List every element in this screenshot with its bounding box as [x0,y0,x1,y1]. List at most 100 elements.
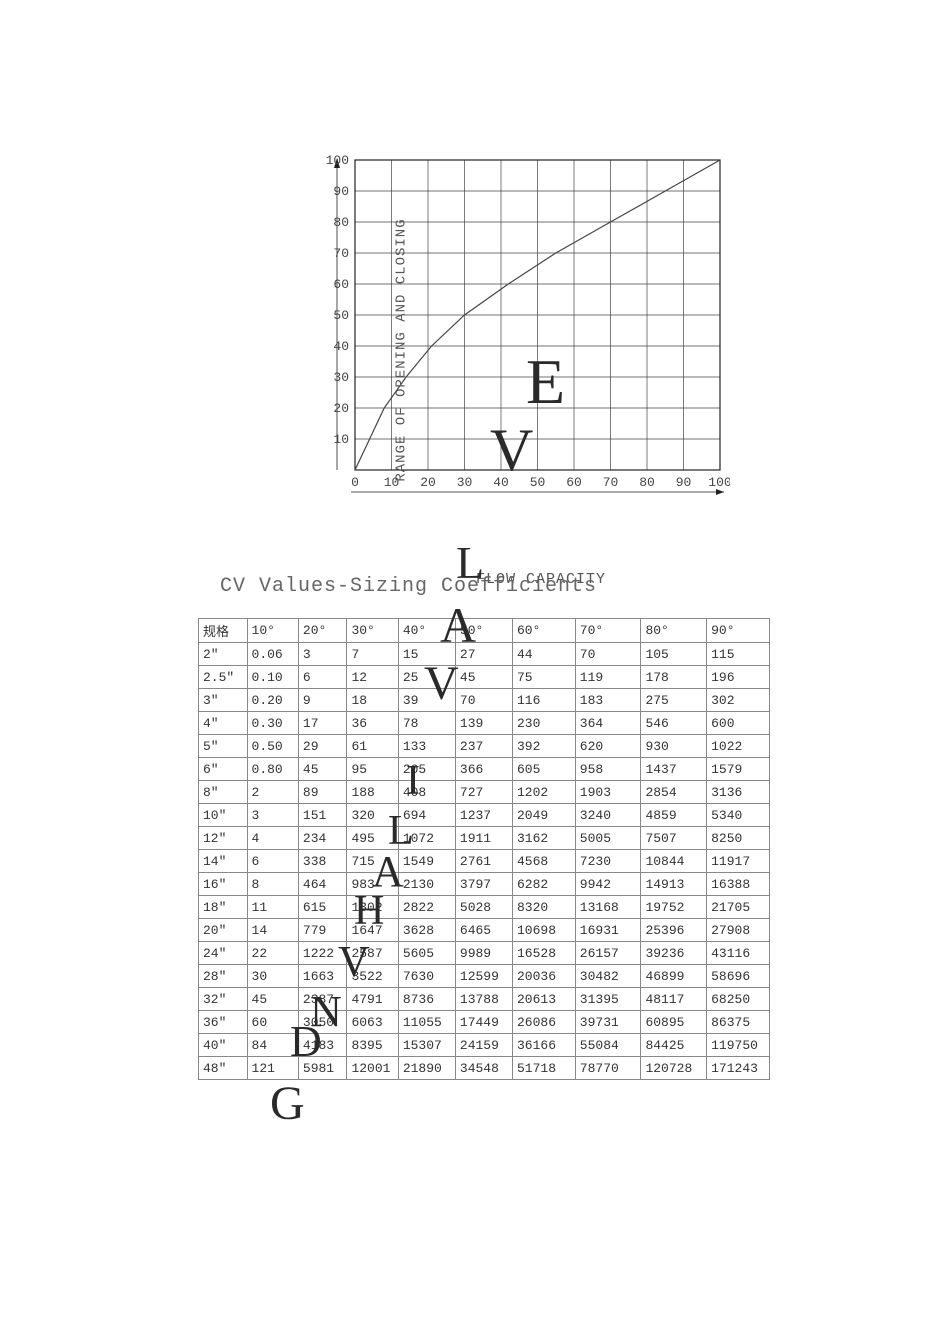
table-cell: 5028 [455,896,512,919]
table-cell: 8736 [398,988,455,1011]
table-cell: 121 [247,1057,298,1080]
table-cell: 408 [398,781,455,804]
table-cell: 105 [641,643,707,666]
table-header-cell: 规格 [199,619,248,643]
table-cell: 0.50 [247,735,298,758]
table-cell: 10698 [513,919,576,942]
table-cell: 338 [298,850,347,873]
table-cell: 78770 [575,1057,641,1080]
table-cell: 116 [513,689,576,712]
table-cell: 24159 [455,1034,512,1057]
table-cell: 55084 [575,1034,641,1057]
table-row: 14″633871515492761456872301084411917 [199,850,770,873]
section-title: CV Values-Sizing Coefficients [220,575,597,598]
table-cell: 25 [398,666,455,689]
svg-text:40: 40 [333,339,349,354]
table-cell: 1911 [455,827,512,850]
table-cell: 1647 [347,919,398,942]
table-cell: 12001 [347,1057,398,1080]
table-cell: 95 [347,758,398,781]
table-cell: 16388 [707,873,770,896]
table-header-cell: 70° [575,619,641,643]
table-row: 20″1477916473628646510698169312539627908 [199,919,770,942]
table-cell: 16931 [575,919,641,942]
table-cell: 4859 [641,804,707,827]
table-cell: 0.06 [247,643,298,666]
table-cell: 6 [298,666,347,689]
svg-text:80: 80 [333,215,349,230]
table-cell: 4183 [298,1034,347,1057]
table-cell: 4791 [347,988,398,1011]
table-cell: 10844 [641,850,707,873]
table-cell: 694 [398,804,455,827]
table-cell: 18 [347,689,398,712]
table-cell: 139 [455,712,512,735]
chart-y-axis-label: RANGE OF OPENING AND CLOSING [394,218,410,481]
svg-text:80: 80 [639,475,655,490]
table-cell: 2049 [513,804,576,827]
table-cell: 2″ [199,643,248,666]
table-cell: 45 [298,758,347,781]
table-cell: 2854 [641,781,707,804]
table-cell: 17449 [455,1011,512,1034]
table-cell: 11 [247,896,298,919]
table-cell: 9 [298,689,347,712]
table-cell: 1549 [398,850,455,873]
svg-text:10: 10 [333,432,349,447]
svg-text:30: 30 [333,370,349,385]
table-cell: 1663 [298,965,347,988]
table-cell: 30 [247,965,298,988]
table-cell: 1237 [455,804,512,827]
table-cell: 495 [347,827,398,850]
table-cell: 12599 [455,965,512,988]
table-cell: 36 [347,712,398,735]
table-row: 40″8441838395153072415936166550848442511… [199,1034,770,1057]
table-cell: 1903 [575,781,641,804]
svg-text:60: 60 [566,475,582,490]
table-cell: 230 [513,712,576,735]
table-cell: 8395 [347,1034,398,1057]
table-cell: 36″ [199,1011,248,1034]
table-cell: 5340 [707,804,770,827]
table-row: 2″0.063715274470105115 [199,643,770,666]
table-cell: 45 [247,988,298,1011]
table-cell: 39 [398,689,455,712]
table-row: 10″315132069412372049324048595340 [199,804,770,827]
table-cell: 11917 [707,850,770,873]
table-cell: 70 [455,689,512,712]
table-cell: 43116 [707,942,770,965]
table-header-cell: 40° [398,619,455,643]
table-cell: 16528 [513,942,576,965]
table-cell: 5005 [575,827,641,850]
table-cell: 6063 [347,1011,398,1034]
table-cell: 14″ [199,850,248,873]
table-cell: 120728 [641,1057,707,1080]
table-cell: 14913 [641,873,707,896]
table-cell: 75 [513,666,576,689]
table-cell: 3 [247,804,298,827]
table-cell: 36166 [513,1034,576,1057]
table-row: 8″2891884087271202190328543136 [199,781,770,804]
table-cell: 605 [513,758,576,781]
table-cell: 4568 [513,850,576,873]
table-cell: 464 [298,873,347,896]
table-cell: 234 [298,827,347,850]
table-cell: 1202 [513,781,576,804]
table-cell: 1022 [707,735,770,758]
table-cell: 32″ [199,988,248,1011]
table-cell: 3136 [707,781,770,804]
table-cell: 115 [707,643,770,666]
table-cell: 61 [347,735,398,758]
table-cell: 26157 [575,942,641,965]
table-cell: 0.30 [247,712,298,735]
table-cell: 2130 [398,873,455,896]
table-cell: 44 [513,643,576,666]
svg-text:50: 50 [333,308,349,323]
table-cell: 600 [707,712,770,735]
table-cell: 60 [247,1011,298,1034]
table-cell: 119750 [707,1034,770,1057]
table-cell: 86375 [707,1011,770,1034]
table-cell: 205 [398,758,455,781]
svg-text:70: 70 [333,246,349,261]
table-cell: 7630 [398,965,455,988]
